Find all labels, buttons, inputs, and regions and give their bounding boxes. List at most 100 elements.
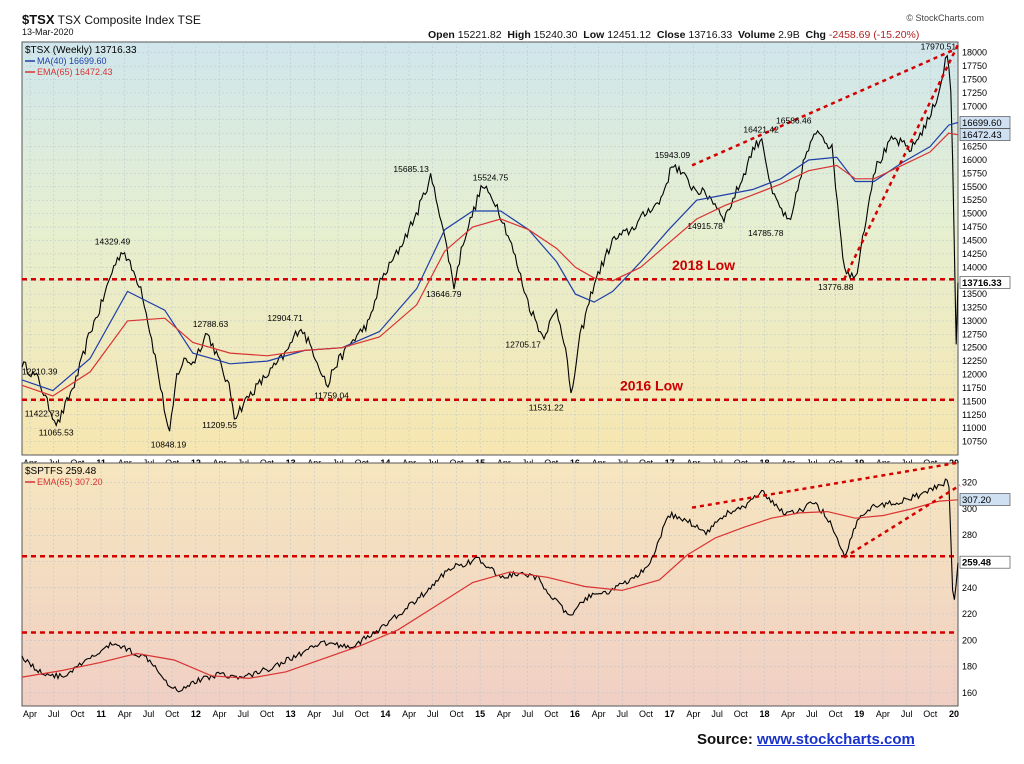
series-label-tsx: $TSX (Weekly) 13716.33 [25,45,137,56]
price-label-box [959,555,1011,569]
y-tick-label: 12500 [962,343,987,353]
x-tick-label: Jul [806,709,818,719]
price-label-value: 307.20 [962,495,991,506]
support-line-label: 2018 Low [672,257,735,273]
y-tick-label: 180 [962,662,977,672]
x-tick-label: Apr [23,709,37,719]
x-tick-label: Apr [118,709,132,719]
x-tick-label: Jul [332,709,344,719]
y-tick-label: 300 [962,504,977,514]
price-label-box [959,493,1011,506]
peak-trough-label: 13776.88 [818,282,854,292]
x-tick-label: Jul [617,709,629,719]
chart-date: 13-Mar-2020 [22,27,74,37]
y-tick-label: 15500 [962,182,987,192]
low-label: Low [583,29,605,41]
x-tick-label: 18 [759,709,769,719]
peak-trough-label: 11531.22 [529,403,564,413]
source-label: Source: [697,731,753,748]
close-value: 13716.33 [688,29,733,41]
exchange: TSE [177,13,201,27]
y-tick-label: 17250 [962,88,987,98]
legend-ma40: MA(40) 16699.60 [37,56,107,66]
plot-area-tsx [21,41,959,456]
price-label-box [959,276,1011,289]
x-tick-label: 17 [665,709,675,719]
series-label-sptfs: $SPTFS 259.48 [25,466,97,477]
x-tick-label: Apr [213,709,227,719]
x-tick-label: Oct [734,709,749,719]
x-tick-label: 15 [475,709,485,719]
x-tick-label: 12 [191,709,201,719]
ohlc-summary: Open 15221.82 High 15240.30 Low 12451.12… [428,29,919,41]
open-value: 15221.82 [457,29,502,41]
x-tick-label: Oct [923,709,938,719]
x-tick-label: Oct [449,709,464,719]
y-tick-label: 11750 [962,383,986,393]
x-tick-label: Apr [497,709,511,719]
open-label: Open [428,29,455,41]
change-value: -2458.69 (-15.20%) [828,29,920,41]
chart-title: $TSX TSX Composite Index TSE [22,12,201,27]
y-tick-label: 13000 [962,316,987,326]
y-tick-label: 16250 [962,142,987,152]
x-tick-label: Apr [686,709,700,719]
y-tick-label: 13500 [962,289,987,299]
peak-trough-label: 17970.51 [921,41,957,51]
x-tick-label: 16 [570,709,580,719]
y-tick-label: 18000 [962,48,987,58]
x-tick-label: 13 [286,709,296,719]
x-tick-label: 19 [854,709,864,719]
price-label-value: 13716.33 [962,278,1002,289]
x-tick-label: 14 [380,709,390,719]
y-tick-label: 15750 [962,168,987,178]
volume-label: Volume [738,29,776,41]
close-label: Close [656,29,686,41]
peak-trough-label: 10848.19 [151,439,187,449]
change-label: Chg [805,29,826,41]
high-value: 15240.30 [533,29,578,41]
symbol: $TSX [22,12,55,27]
ema-line-sptfs [21,499,959,680]
y-tick-label: 11500 [962,396,986,406]
y-tick-label: 16000 [962,155,987,165]
x-tick-label: Oct [829,709,844,719]
y-tick-label: 14500 [962,235,987,245]
volume-value: 2.9B [778,29,800,41]
x-tick-label: Oct [639,709,654,719]
plot-area-sptfs [21,462,959,707]
low-value: 12451.12 [607,29,652,41]
peak-trough-label: 12904.71 [267,313,303,323]
y-tick-label: 12750 [962,329,987,339]
peak-trough-label: 16421.42 [743,124,779,134]
peak-trough-label: 11422.73 [25,409,60,419]
peak-trough-label: 12705.17 [505,340,541,350]
y-tick-label: 200 [962,635,977,645]
price-label-value: 16472.43 [962,130,1002,141]
x-tick-label: Oct [165,709,180,719]
y-tick-label: 11000 [962,423,986,433]
source-link[interactable]: www.stockcharts.com [757,731,915,748]
trendline [843,44,960,280]
price-line-tsx [21,54,959,432]
peak-trough-label: 14915.78 [687,221,723,231]
price-label-value: 16699.60 [962,118,1002,129]
x-tick-label: Apr [781,709,795,719]
x-tick-label: Apr [307,709,321,719]
source-credit: Source: www.stockcharts.com [697,731,915,748]
legend-ema65-sptfs: EMA(65) 307.20 [37,477,103,487]
y-tick-label: 14750 [962,222,987,232]
ema-line-tsx [21,132,959,397]
x-tick-label: Jul [143,709,155,719]
y-tick-label: 17000 [962,101,987,111]
peak-trough-label: 11065.53 [39,428,74,438]
y-tick-label: 160 [962,688,977,698]
y-tick-label: 14250 [962,249,987,259]
trendline [843,484,961,559]
high-label: High [507,29,531,41]
peak-trough-label: 15685.13 [393,164,429,174]
x-tick-label: Jul [901,709,913,719]
x-tick-label: Jul [522,709,534,719]
x-tick-label: Apr [592,709,606,719]
